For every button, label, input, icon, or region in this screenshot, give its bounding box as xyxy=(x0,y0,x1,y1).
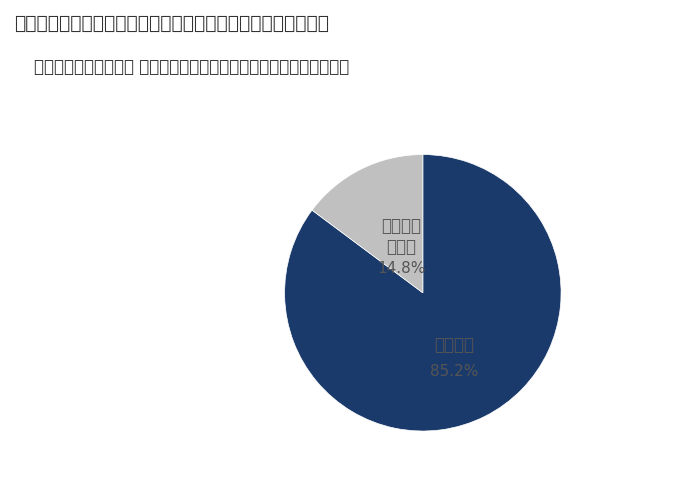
Text: 参加して: 参加して xyxy=(381,217,421,235)
Wedge shape xyxy=(312,155,423,293)
Text: 85.2%: 85.2% xyxy=(430,364,478,379)
Wedge shape xyxy=(284,155,561,431)
Text: 参加した: 参加した xyxy=(434,336,474,354)
Text: 14.8%: 14.8% xyxy=(377,262,426,276)
Text: いない: いない xyxy=(386,238,416,256)
Text: インターンシップ等のキャリア形成支援プログラムの参加割合: インターンシップ等のキャリア形成支援プログラムの参加割合 xyxy=(14,14,329,34)
Text: （大学生・就職意向者 まだ志望進路を決めていない含む／単一回答）: （大学生・就職意向者 まだ志望進路を決めていない含む／単一回答） xyxy=(34,58,349,76)
